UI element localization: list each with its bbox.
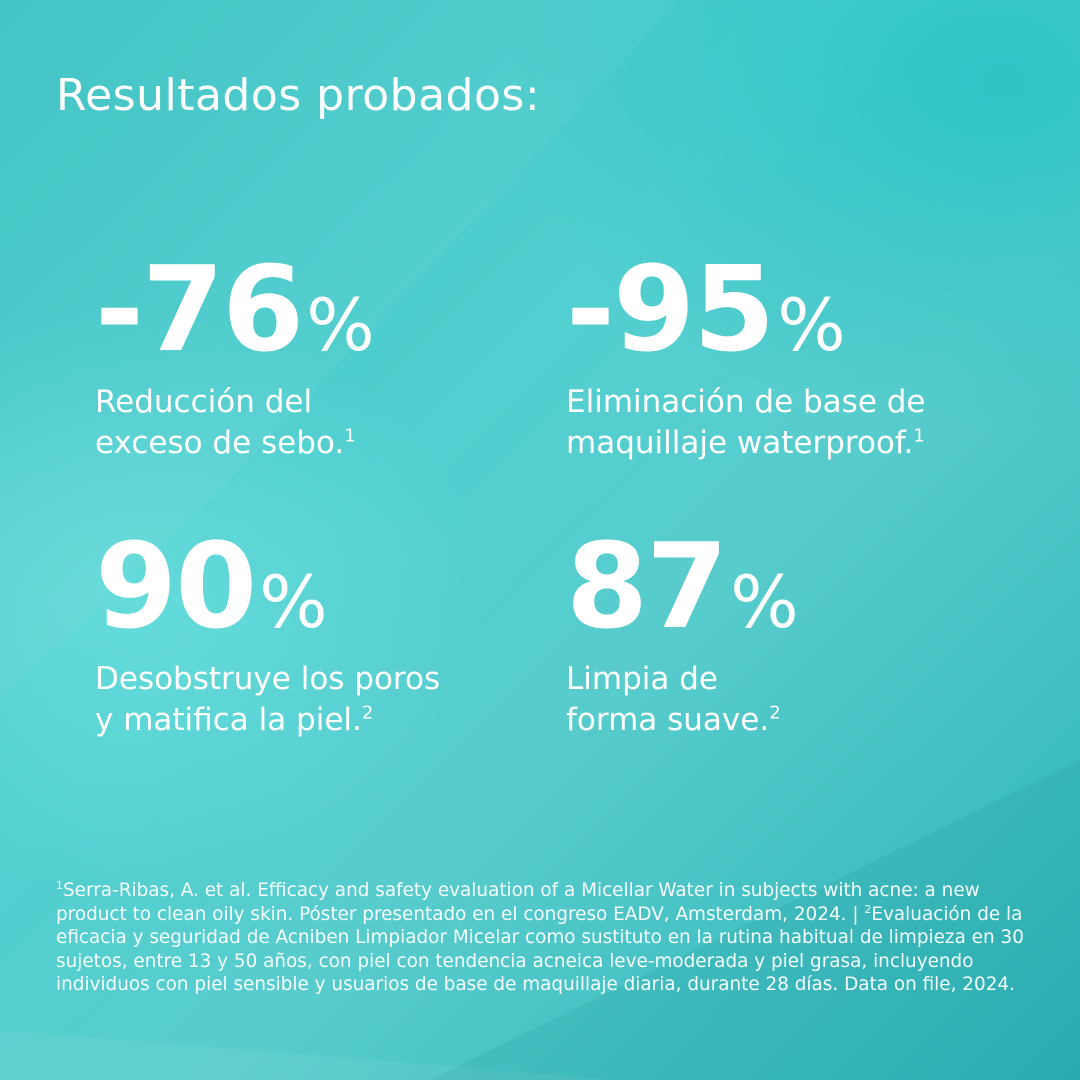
stat-reference: 1 [913, 425, 925, 447]
stat-waterproof-makeup-removal: -95% Eliminación de base de maquillaje w… [566, 250, 926, 464]
footnote: 1Serra-Ribas, A. et al. Efficacy and saf… [56, 879, 1046, 997]
stat-description: Eliminación de base de maquillaje waterp… [566, 382, 926, 464]
stat-unit: % [306, 283, 375, 367]
stat-number: -95% [566, 250, 926, 368]
stat-description-line1: Desobstruye los poros [95, 661, 441, 697]
stat-reference: 1 [344, 425, 356, 447]
page-title: Resultados probados: [56, 70, 541, 121]
stat-value: 90 [95, 517, 257, 655]
stat-unit: % [259, 560, 328, 644]
stat-number: 90% [95, 527, 440, 645]
stat-reference: 2 [769, 702, 781, 724]
stat-number: 87% [566, 527, 799, 645]
stat-description: Limpia de forma suave.2 [566, 659, 799, 741]
stat-description-line2: forma suave. [566, 702, 770, 738]
footnote-ref-2: 2 [864, 902, 872, 916]
stat-unit: % [730, 560, 799, 644]
stat-description-line1: Reducción del [95, 384, 313, 420]
stat-value: -95 [566, 240, 775, 378]
stat-number: -76% [95, 250, 375, 368]
footnote-text-2: Evaluación de la eficacia y seguridad de… [56, 903, 1024, 996]
footnote-ref-1: 1 [56, 878, 63, 892]
stat-description-line1: Limpia de [566, 661, 718, 697]
stat-unit: % [777, 283, 846, 367]
stat-unclogs-pores: 90% Desobstruye los poros y matifica la … [95, 527, 440, 741]
stat-description-line2: exceso de sebo. [95, 425, 345, 461]
stat-gentle-cleansing: 87% Limpia de forma suave.2 [566, 527, 799, 741]
stat-description-line2: maquillaje waterproof. [566, 425, 914, 461]
stat-sebum-reduction: -76% Reducción del exceso de sebo.1 [95, 250, 375, 464]
stat-description-line2: y matifica la piel. [95, 702, 362, 738]
stat-description: Desobstruye los poros y matifica la piel… [95, 659, 440, 741]
stat-description-line1: Eliminación de base de [566, 384, 926, 420]
stat-description: Reducción del exceso de sebo.1 [95, 382, 375, 464]
stat-value: -76 [95, 240, 304, 378]
footnote-text-1: Serra-Ribas, A. et al. Efficacy and safe… [56, 880, 980, 925]
stat-value: 87 [566, 517, 728, 655]
stat-reference: 2 [361, 702, 374, 724]
